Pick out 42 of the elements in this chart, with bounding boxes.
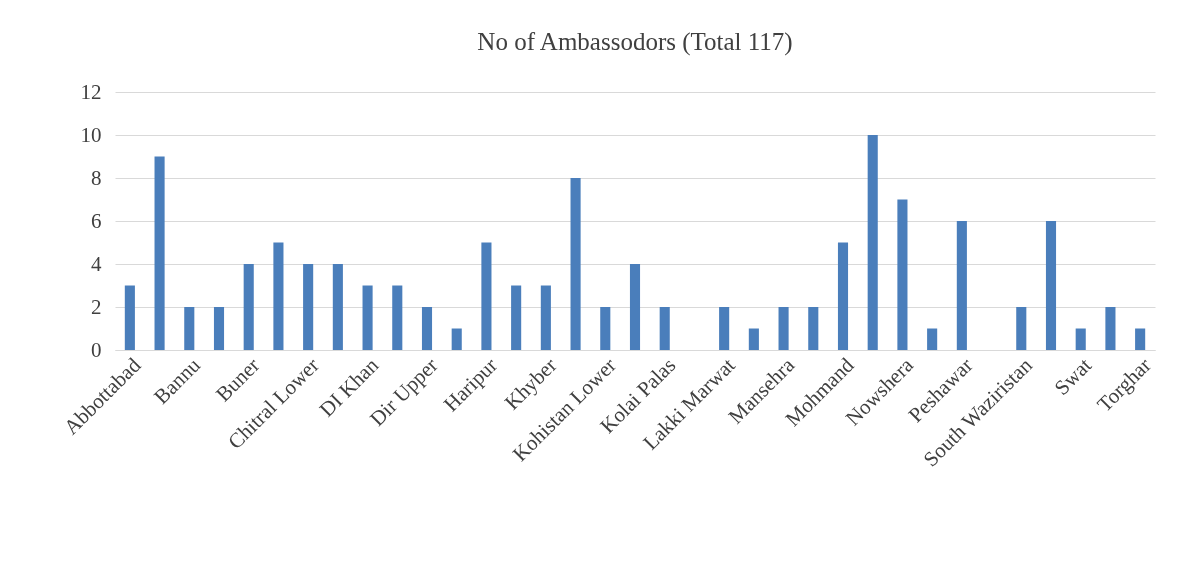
bar	[600, 307, 611, 350]
bar	[867, 135, 878, 350]
bar	[184, 307, 195, 350]
bar	[451, 328, 462, 350]
bar	[778, 307, 789, 350]
bar	[719, 307, 730, 350]
x-tick-label: Swat	[1049, 352, 1097, 400]
bar	[629, 264, 641, 350]
y-tick-label: 4	[91, 251, 102, 276]
bar	[481, 242, 492, 350]
bar	[1075, 328, 1086, 350]
y-tick-label: 8	[91, 165, 102, 190]
bar	[540, 285, 551, 350]
y-tick-label: 0	[91, 337, 102, 362]
bar	[748, 328, 759, 350]
bar	[1105, 307, 1116, 350]
bar	[808, 307, 819, 350]
bar	[362, 285, 373, 350]
y-tick-label: 10	[80, 122, 102, 147]
bar	[659, 307, 670, 350]
bar	[243, 264, 254, 350]
bar	[1045, 221, 1057, 350]
bar	[1135, 328, 1146, 350]
bar	[837, 242, 849, 350]
bar	[332, 264, 343, 350]
chart-title: No of Ambassodors (Total 117)	[477, 28, 793, 56]
bar	[303, 264, 314, 350]
bar	[273, 242, 284, 350]
bar	[154, 156, 165, 350]
y-tick-label: 12	[80, 79, 102, 104]
bar	[897, 199, 908, 350]
bar	[511, 285, 522, 350]
bar	[392, 285, 403, 350]
y-tick-label: 2	[91, 294, 102, 319]
bar	[927, 328, 938, 350]
y-tick-label: 6	[91, 208, 102, 233]
bar	[421, 307, 433, 350]
bar	[213, 307, 225, 350]
bar	[124, 285, 135, 350]
bar	[956, 221, 967, 350]
bar	[1016, 307, 1027, 350]
bar	[570, 178, 581, 350]
